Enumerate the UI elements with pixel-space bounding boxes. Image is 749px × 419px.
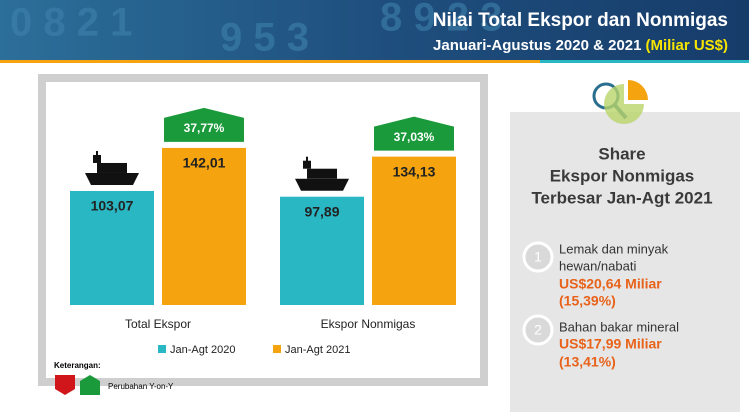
header-band (0, 0, 749, 60)
share-title-line: Terbesar Jan-Agt 2021 (531, 188, 712, 207)
bar (280, 196, 364, 305)
change-label: 37,03% (394, 130, 435, 144)
header-title: Nilai Total Ekspor dan Nonmigas (433, 10, 728, 31)
rank-badge (522, 314, 554, 346)
svg-text:8 9 2 3: 8 9 2 3 (380, 0, 502, 40)
icon-pie (604, 84, 644, 124)
ship-hull (295, 178, 349, 191)
header-decor: 0 8 2 1 9 5 3 8 9 2 3 (10, 0, 502, 60)
share-title-line: Ekspor Nonmigas (550, 166, 695, 185)
up-icon (80, 375, 100, 395)
legend-swatch (158, 345, 166, 353)
share-item: 1 Lemak dan minyak hewan/nabati US$20,64… (522, 241, 669, 309)
legend-label: Jan-Agt 2021 (285, 344, 350, 356)
value-label: 97,89 (304, 203, 339, 219)
ship-icon (85, 150, 139, 185)
share-icon (592, 80, 648, 124)
item-name: Bahan bakar mineral (559, 319, 679, 334)
header-subtitle: Januari-Agustus 2020 & 2021 (Miliar US$) (433, 37, 728, 54)
category-label: Ekspor Nonmigas (321, 317, 416, 331)
ship-mast (96, 150, 98, 156)
header-rule (0, 60, 540, 63)
ship-cargo (97, 162, 127, 173)
ship-hull (85, 172, 139, 185)
share-title: Share Ekspor Nonmigas Terbesar Jan-Agt 2… (531, 144, 712, 207)
down-icon (55, 375, 75, 395)
change-badge (164, 107, 244, 142)
icon-pie (628, 80, 648, 100)
legend-label: Jan-Agt 2020 (170, 344, 235, 356)
rank: 1 (534, 249, 542, 265)
rank: 2 (534, 322, 542, 338)
value-label: 103,07 (91, 198, 134, 214)
subtitle-unit: (Miliar US$) (645, 37, 728, 54)
ship-bridge (303, 160, 311, 169)
note-label: Perubahan Y-on-Y (108, 382, 174, 391)
value-label: 142,01 (183, 155, 226, 171)
bar (162, 147, 246, 305)
note-title: Keterangan: (54, 361, 101, 370)
ship-mast (306, 156, 308, 162)
ship-cargo (307, 168, 337, 179)
header-rule (540, 60, 749, 63)
rank-badge (522, 241, 554, 273)
legend-swatch (273, 345, 281, 353)
ship-icon (295, 156, 349, 191)
item-amount: US$20,64 Miliar (559, 276, 662, 292)
svg-text:0 8 2 1: 0 8 2 1 (10, 1, 132, 45)
share-title-line: Share (598, 144, 645, 163)
item-name: hewan/nabati (559, 258, 636, 273)
item-name: Lemak dan minyak (559, 241, 669, 256)
bar (372, 156, 456, 305)
chart: 103,07 142,01 37,77% Total Ekspor 97,89 134,1… (70, 107, 456, 356)
value-label: 134,13 (393, 163, 436, 179)
item-share: (13,41%) (559, 354, 616, 370)
change-badge (374, 116, 454, 151)
item-amount: US$17,99 Miliar (559, 336, 662, 352)
subtitle-text: Januari-Agustus 2020 & 2021 (433, 37, 641, 54)
change-label: 37,77% (184, 121, 225, 135)
ship-bridge (93, 154, 101, 163)
bar (70, 190, 154, 305)
category-label: Total Ekspor (125, 317, 191, 331)
item-share: (15,39%) (559, 293, 616, 309)
share-item: 2 Bahan bakar mineral US$17,99 Miliar (1… (522, 314, 679, 370)
svg-text:9 5 3: 9 5 3 (220, 16, 309, 60)
